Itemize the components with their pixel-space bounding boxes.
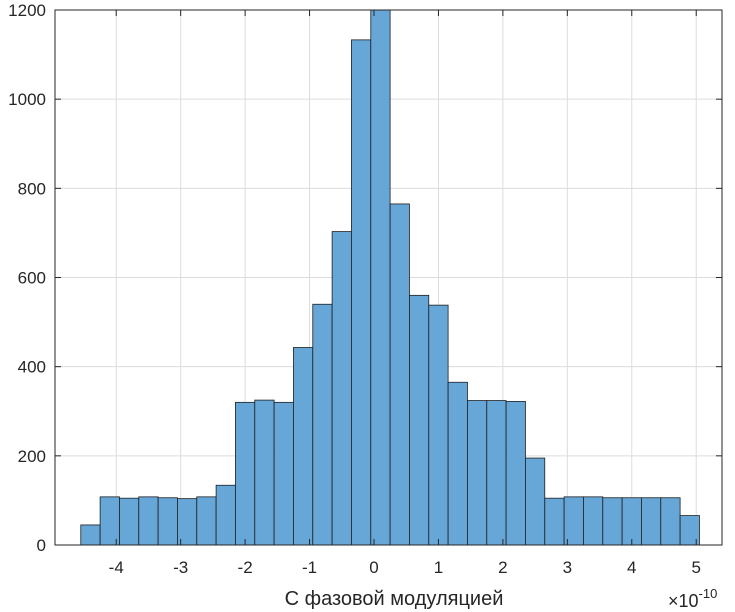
histogram-bar [138, 496, 159, 546]
histogram-bar [215, 484, 236, 546]
histogram-bar [254, 399, 275, 546]
x-tick-label: 3 [563, 558, 572, 577]
y-tick-labels: 0 200 400 600 800 1000 1200 [8, 1, 46, 555]
histogram-bar [119, 497, 140, 546]
histogram-bar [99, 496, 120, 546]
x-tick-label: -4 [109, 558, 124, 577]
histogram-bar [273, 401, 294, 546]
histogram-bar [157, 497, 178, 546]
x-tick-label: 4 [627, 558, 636, 577]
x-tick-label: -3 [173, 558, 188, 577]
x-exponent-base: ×10 [668, 591, 699, 611]
x-tick-label: -1 [302, 558, 317, 577]
histogram-bar [351, 39, 372, 546]
histogram-bar [447, 381, 468, 546]
histogram-bar [641, 497, 662, 546]
y-tick-label: 1200 [8, 1, 46, 20]
tick-marks [55, 9, 722, 546]
histogram-bar [428, 304, 449, 546]
histogram-bar [660, 497, 681, 546]
histogram-bar [544, 497, 565, 546]
histogram-bars [80, 9, 700, 546]
y-tick-label: 200 [18, 447, 46, 466]
histogram-bar [293, 347, 314, 546]
x-tick-label: 1 [434, 558, 443, 577]
histogram-bar [467, 400, 488, 546]
histogram-bar [177, 498, 198, 546]
x-tick-label: 0 [369, 558, 378, 577]
y-tick-label: 800 [18, 179, 46, 198]
x-exponent-power: -10 [699, 586, 718, 601]
x-tick-label: 2 [498, 558, 507, 577]
x-axis-label: С фазовой модуляцией [285, 588, 504, 610]
histogram-bar [331, 231, 352, 546]
histogram-bar [80, 524, 101, 546]
x-tick-labels: -4 -3 -2 -1 0 1 2 3 4 5 [109, 558, 701, 577]
x-axis-exponent: ×10-10 [668, 586, 717, 611]
histogram-bar [486, 400, 507, 546]
histogram-bar [583, 496, 604, 546]
y-tick-label: 1000 [8, 90, 46, 109]
histogram-bar [312, 303, 333, 546]
histogram-bar [525, 457, 546, 546]
y-tick-label: 600 [18, 269, 46, 288]
x-tick-label: -2 [238, 558, 253, 577]
histogram-bar [409, 294, 430, 546]
histogram-bar [389, 203, 410, 546]
histogram-bar [563, 496, 584, 546]
y-tick-label: 0 [37, 536, 46, 555]
histogram-bar [621, 497, 642, 546]
histogram-bar [235, 401, 256, 546]
y-tick-label: 400 [18, 358, 46, 377]
x-tick-label: 5 [691, 558, 700, 577]
histogram-bar [505, 401, 526, 546]
histogram-bar [370, 9, 391, 546]
histogram-bar [196, 496, 217, 546]
histogram-bar [602, 497, 623, 546]
